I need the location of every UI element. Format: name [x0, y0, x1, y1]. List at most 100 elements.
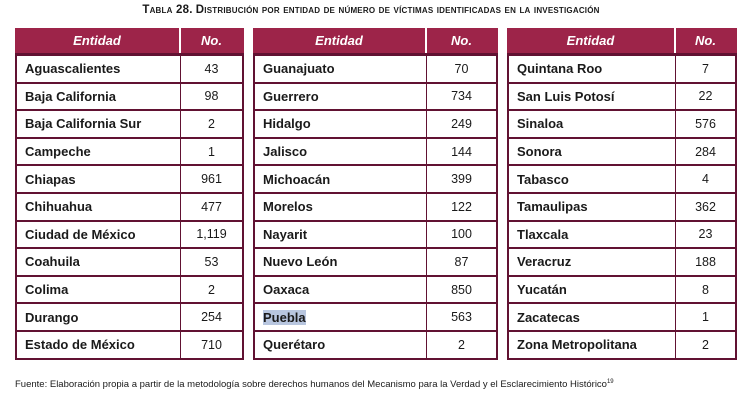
entity-name: Morelos: [255, 193, 427, 220]
entity-name: Zona Metropolitana: [509, 331, 676, 358]
table-row: Colima 2: [17, 276, 242, 305]
entity-name: Coahuila: [17, 249, 181, 275]
entity-name: Quintana Roo: [509, 56, 676, 82]
table-row: Estado de México 710: [17, 331, 242, 360]
entity-count: 563: [451, 310, 472, 325]
entity-count: 2: [702, 337, 709, 352]
table-row: Guanajuato 70: [255, 56, 496, 84]
entity-count: 70: [454, 61, 469, 76]
table-row: Guerrero 734: [255, 83, 496, 112]
entity-name: Ciudad de México: [17, 221, 181, 248]
entity-name: Colima: [17, 276, 181, 303]
entity-name: Tlaxcala: [509, 221, 676, 248]
header-count: No.: [201, 33, 222, 48]
entity-count: 254: [201, 310, 222, 325]
table-panel-1: Entidad No. Aguascalientes 43 Baja Califo…: [15, 28, 244, 360]
entity-count: 8: [702, 282, 709, 297]
entity-count: 284: [695, 144, 716, 159]
entity-name: Hidalgo: [255, 111, 427, 137]
table-row: Querétaro 2: [255, 331, 496, 360]
entity-count: 850: [451, 282, 472, 297]
entity-name: Chihuahua: [17, 193, 181, 220]
entity-count: 144: [451, 144, 472, 159]
table-row: Sonora 284: [509, 138, 735, 167]
entity-name: Zacatecas: [509, 304, 676, 330]
entity-count: 122: [451, 199, 472, 214]
entity-count: 2: [208, 116, 215, 131]
entity-name: Tamaulipas: [509, 193, 676, 220]
table-row: Jalisco 144: [255, 138, 496, 167]
header-entity: Entidad: [566, 33, 615, 48]
table-row: Tabasco 4: [509, 166, 735, 194]
entity-count: 22: [698, 89, 713, 104]
entity-name: Sinaloa: [509, 111, 676, 137]
entity-count: 477: [201, 199, 222, 214]
table-row: Tlaxcala 23: [509, 221, 735, 250]
selected-text[interactable]: Puebla: [263, 309, 306, 325]
footnote-ref[interactable]: 19: [606, 379, 614, 385]
header-entity: Entidad: [73, 33, 121, 48]
header-count: No.: [451, 33, 472, 48]
table-panel-2: Entidad No. Guanajuato 70 Guerrero 734 Hid…: [253, 28, 498, 360]
table-row: Hidalgo 249: [255, 111, 496, 139]
table-body: Quintana Roo 7 San Luis Potosí 22 Sinaloa 5…: [507, 53, 737, 360]
entity-name: Puebla: [255, 304, 427, 330]
entity-count: 23: [698, 227, 713, 242]
table-row: Zacatecas 1: [509, 304, 735, 332]
entity-count: 961: [201, 172, 222, 187]
entity-count: 1,119: [196, 227, 227, 242]
table-row: Puebla 563: [255, 304, 496, 332]
entity-name: Chiapas: [17, 166, 181, 192]
table-row: Durango 254: [17, 304, 242, 332]
entity-count: 249: [451, 116, 472, 131]
table-caption-prefix: Tabla 28.: [142, 4, 193, 16]
table-row: Baja California Sur 2: [17, 111, 242, 139]
table-row: Zona Metropolitana 2: [509, 331, 735, 360]
table-body: Guanajuato 70 Guerrero 734 Hidalgo 249 Jali…: [253, 53, 498, 360]
entity-name: Jalisco: [255, 138, 427, 165]
table-caption: Tabla 28. Distribución por entidad de nú…: [0, 4, 742, 16]
table-header: Entidad No.: [507, 28, 737, 53]
table-row: Aguascalientes 43: [17, 56, 242, 84]
table-row: Chiapas 961: [17, 166, 242, 194]
entity-name: Oaxaca: [255, 276, 427, 303]
table-header: Entidad No.: [253, 28, 498, 53]
header-entity: Entidad: [315, 33, 363, 48]
table-row: Quintana Roo 7: [509, 56, 735, 84]
table-row: Yucatán 8: [509, 276, 735, 305]
entity-name: Durango: [17, 304, 181, 330]
table-row: Baja California 98: [17, 83, 242, 112]
entity-name: Campeche: [17, 138, 181, 165]
table-panel-3: Entidad No. Quintana Roo 7 San Luis Potos…: [507, 28, 737, 360]
entity-name: Nuevo León: [255, 249, 427, 275]
entity-count: 7: [702, 61, 709, 76]
entity-count: 2: [208, 282, 215, 297]
entity-count: 43: [204, 61, 219, 76]
entity-count: 87: [454, 254, 469, 269]
entity-count: 576: [695, 116, 716, 131]
entity-name: Sonora: [509, 138, 676, 165]
table-caption-text: Distribución por entidad de número de ví…: [195, 4, 600, 16]
entity-name: Guanajuato: [255, 56, 427, 82]
entity-count: 4: [702, 172, 709, 187]
source-note: Fuente: Elaboración propia a partir de l…: [15, 379, 735, 390]
entity-name: Baja California: [17, 83, 181, 110]
entity-name: Veracruz: [509, 249, 676, 275]
table-body: Aguascalientes 43 Baja California 98 Baja …: [15, 53, 244, 360]
entity-name: Aguascalientes: [17, 56, 181, 82]
entity-name: Yucatán: [509, 276, 676, 303]
table-header: Entidad No.: [15, 28, 244, 53]
table-row: Nayarit 100: [255, 221, 496, 250]
entity-count: 53: [204, 254, 219, 269]
entity-count: 188: [695, 254, 716, 269]
table-row: Veracruz 188: [509, 249, 735, 277]
entity-count: 399: [451, 172, 472, 187]
source-text: Fuente: Elaboración propia a partir de l…: [15, 379, 607, 391]
table-row: Tamaulipas 362: [509, 193, 735, 222]
entity-count: 100: [451, 227, 472, 242]
entity-name: Estado de México: [17, 331, 181, 358]
entity-count: 98: [204, 89, 219, 104]
table-row: San Luis Potosí 22: [509, 83, 735, 112]
table-row: Campeche 1: [17, 138, 242, 167]
table-row: Nuevo León 87: [255, 249, 496, 277]
